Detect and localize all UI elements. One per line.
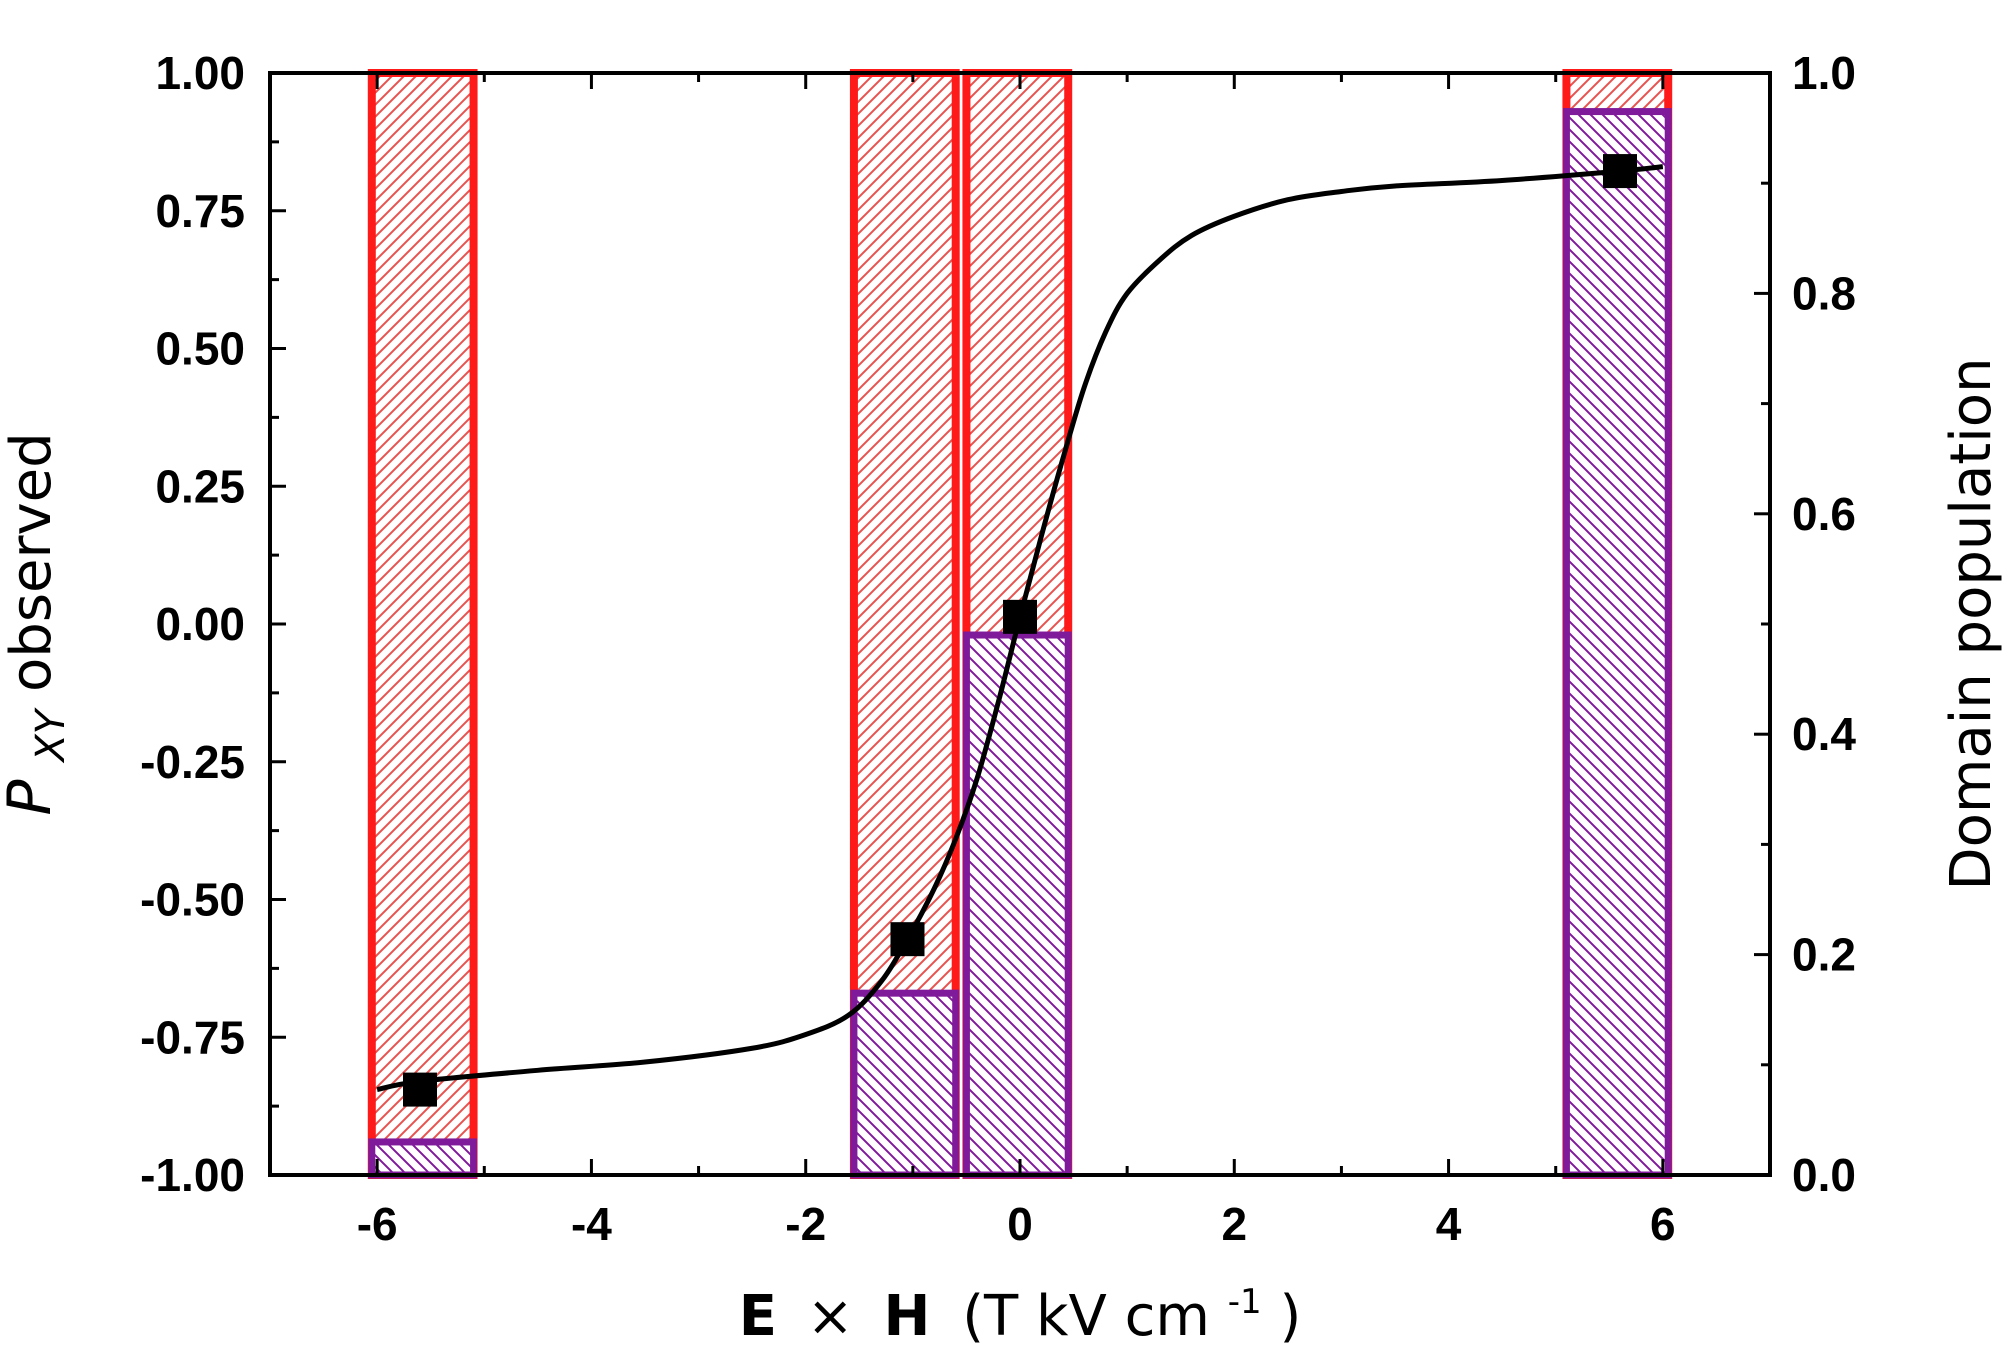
fit-curve — [376, 164, 1664, 1093]
red-bar-0 — [367, 69, 478, 1179]
x-tick-label: 2 — [1221, 1198, 1247, 1250]
y-tick-label: 0.25 — [155, 460, 245, 512]
x-axis-title: E × H (T kV cm -1 ) — [739, 1262, 1302, 1349]
y-axis-title-subscript: XY — [28, 706, 74, 763]
x-tick-label: -6 — [357, 1198, 398, 1250]
x-tick-labels: -6 -4 -2 0 2 4 6 — [357, 1198, 1676, 1250]
y-tick-label: 1.00 — [155, 47, 245, 99]
curve-layer — [376, 164, 1664, 1093]
purple-bar-0 — [368, 1138, 478, 1179]
y2-axis-title: Domain population — [1939, 357, 2004, 890]
y-tick-label: -0.75 — [140, 1011, 245, 1063]
y-axis-title-symbol: P — [0, 779, 65, 816]
data-marker-0 — [403, 1072, 437, 1107]
y-tick-label: -0.50 — [140, 874, 245, 926]
x-axis-title-operator: × — [807, 1284, 854, 1349]
x-tick-label: 6 — [1650, 1198, 1676, 1250]
y-tick-label: 0.00 — [155, 598, 245, 650]
x-axis-title-units-close: ) — [1279, 1284, 1301, 1349]
y-tick-label: 0.75 — [155, 185, 245, 237]
x-axis-title-units: (T kV cm — [962, 1284, 1210, 1349]
data-marker-1 — [890, 922, 925, 957]
y-tick-label: -1.00 — [140, 1149, 245, 1201]
x-tick-label: 4 — [1436, 1198, 1462, 1250]
purple-bar-3 — [1562, 108, 1672, 1179]
y2-tick-label: 1.0 — [1792, 47, 1856, 99]
x-axis-title-h: H — [884, 1284, 931, 1349]
x-axis-title-exponent: -1 — [1228, 1282, 1262, 1322]
y-axis-title: P XY observed — [0, 432, 78, 815]
y2-tick-label: 0.8 — [1792, 267, 1856, 319]
x-axis-title-e: E — [739, 1284, 777, 1349]
ticks-layer — [268, 71, 1772, 1177]
data-marker-3 — [1603, 154, 1637, 189]
y2-tick-label: 0.4 — [1792, 708, 1856, 760]
purple-bar-2 — [962, 631, 1072, 1179]
data-marker-2 — [1003, 599, 1037, 634]
y2-tick-labels: 1.0 0.8 0.6 0.4 0.2 0.0 — [1792, 47, 1856, 1201]
x-tick-label: -2 — [785, 1198, 826, 1250]
x-tick-label: 0 — [1007, 1198, 1033, 1250]
y-axis-title-rest: observed — [0, 432, 64, 692]
y-tick-label: -0.25 — [140, 736, 245, 788]
y-tick-label: 0.50 — [155, 323, 245, 375]
y2-tick-label: 0.2 — [1792, 929, 1856, 981]
y2-tick-label: 0.0 — [1792, 1149, 1856, 1201]
purple-bar-1 — [850, 989, 960, 1179]
x-tick-label: -4 — [571, 1198, 612, 1250]
marker-layer — [403, 154, 1637, 1107]
y2-tick-label: 0.6 — [1792, 488, 1856, 540]
y-tick-labels: 1.00 0.75 0.50 0.25 0.00 -0.25 -0.50 -0.75 -1.00 — [140, 47, 245, 1201]
